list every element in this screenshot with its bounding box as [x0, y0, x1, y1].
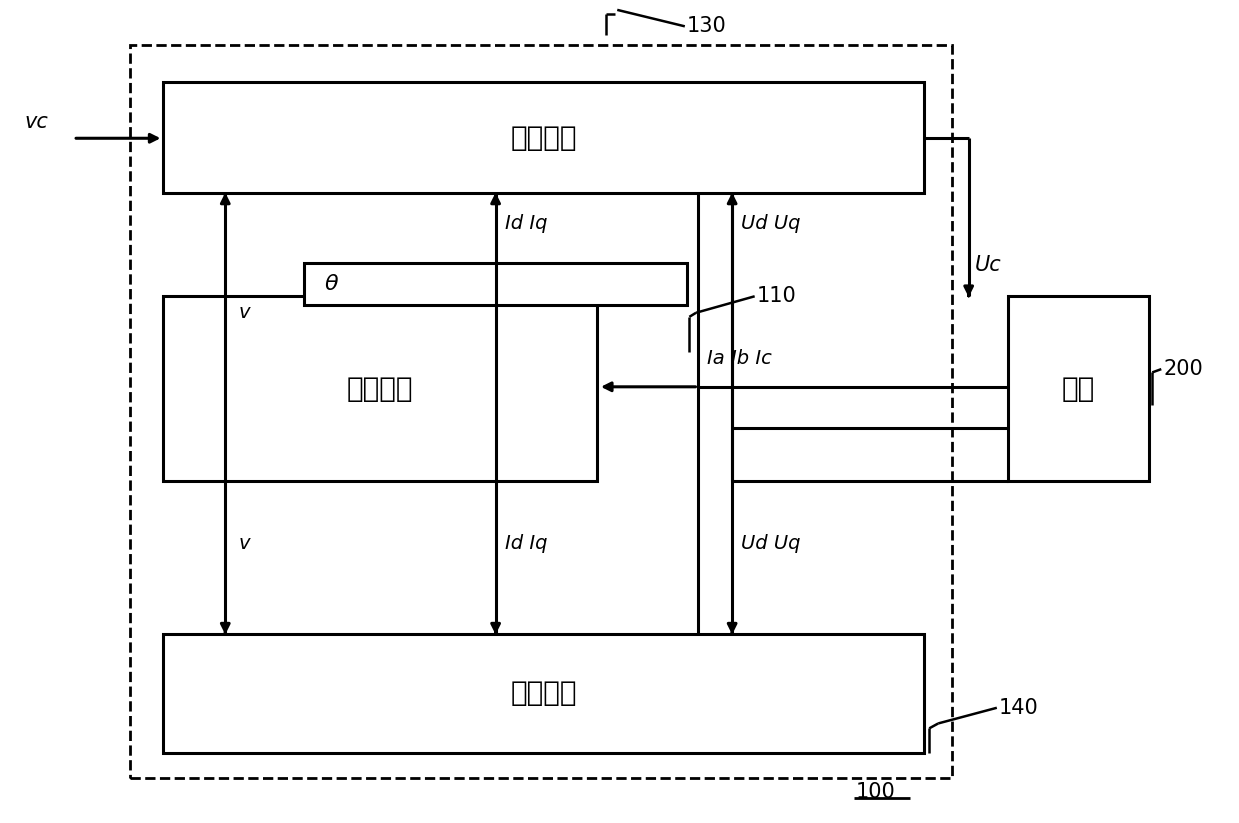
FancyBboxPatch shape	[304, 263, 688, 305]
Text: 110: 110	[757, 286, 797, 306]
Text: v: v	[239, 303, 250, 323]
Text: 200: 200	[1163, 359, 1203, 379]
Text: v: v	[239, 533, 250, 553]
Text: Ud Uq: Ud Uq	[741, 533, 800, 553]
Text: vc: vc	[25, 112, 48, 132]
Text: $\theta$: $\theta$	[325, 274, 339, 294]
Text: 140: 140	[999, 698, 1038, 718]
Text: 控制模块: 控制模块	[510, 123, 576, 152]
FancyBboxPatch shape	[164, 634, 923, 753]
FancyBboxPatch shape	[164, 296, 597, 481]
Text: 130: 130	[688, 16, 727, 36]
Text: Ia Ib Ic: Ia Ib Ic	[707, 348, 772, 368]
Text: Id Iq: Id Iq	[504, 214, 548, 234]
FancyBboxPatch shape	[164, 82, 923, 193]
Text: Ud Uq: Ud Uq	[741, 214, 800, 234]
Text: Id Iq: Id Iq	[504, 533, 548, 553]
Text: 处理模块: 处理模块	[347, 374, 414, 403]
FancyBboxPatch shape	[1009, 296, 1149, 481]
Text: 电机: 电机	[1062, 374, 1095, 403]
Text: 100: 100	[856, 782, 896, 802]
Text: Uc: Uc	[974, 255, 1001, 275]
Text: 判断模块: 判断模块	[510, 679, 576, 708]
